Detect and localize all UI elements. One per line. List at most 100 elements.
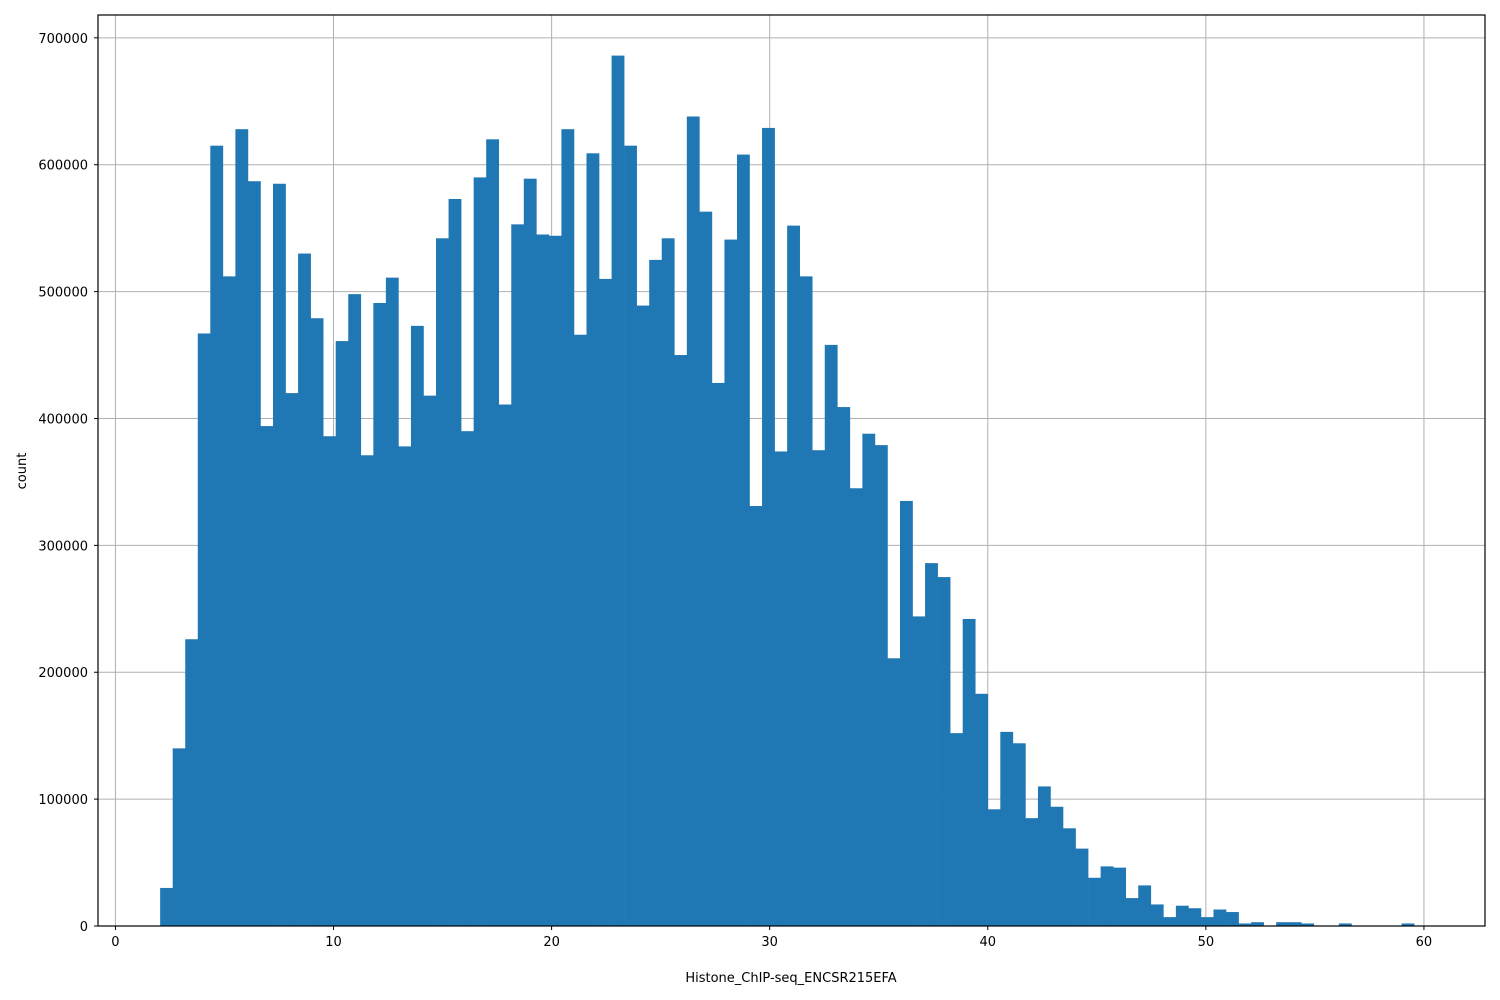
histogram-bar [837, 407, 851, 926]
x-tick-label: 10 [325, 935, 342, 950]
histogram-bar [486, 139, 500, 926]
histogram-bar [561, 129, 575, 926]
histogram-bar [987, 809, 1001, 926]
histogram-bar [674, 355, 688, 926]
histogram-bar [436, 238, 449, 926]
histogram-bar [1188, 908, 1202, 926]
y-tick-label: 600000 [38, 159, 88, 174]
histogram-bar [473, 177, 487, 927]
histogram-bar [774, 451, 788, 926]
histogram-bar [1050, 806, 1064, 926]
y-tick-label: 500000 [38, 286, 88, 301]
histogram-bar [799, 276, 813, 926]
histogram-bar [310, 318, 324, 926]
histogram-bar [448, 198, 462, 926]
histogram-bar [398, 446, 412, 926]
histogram-bar [1251, 922, 1264, 926]
histogram-bar [849, 488, 863, 926]
histogram-bar [1163, 917, 1177, 926]
histogram-bar [1213, 909, 1227, 926]
histogram-bar [335, 341, 349, 927]
x-tick-label: 30 [761, 935, 778, 950]
histogram-bar [699, 211, 713, 926]
histogram-bar [899, 500, 913, 926]
histogram-bar [1200, 917, 1214, 926]
histogram-bar [950, 733, 963, 926]
histogram-bar [222, 276, 236, 926]
histogram-bar [1288, 922, 1302, 926]
histogram-bar [586, 153, 600, 926]
histogram-bar [762, 127, 775, 926]
histogram-bar [1075, 848, 1089, 926]
y-axis-ticks: 0 100000 200000 300000 400000 500000 600000 700… [38, 32, 98, 935]
x-tick-label: 0 [111, 935, 119, 950]
x-tick-label: 50 [1198, 935, 1215, 950]
histogram-bar [160, 887, 173, 926]
histogram-bar [1226, 912, 1239, 926]
histogram-bar [210, 145, 224, 926]
histogram-bar [661, 238, 675, 926]
histogram-bar [812, 450, 826, 926]
histogram-bar [636, 305, 650, 926]
y-tick-label: 700000 [38, 32, 88, 47]
histogram-bar [1150, 904, 1164, 926]
x-tick-label: 20 [543, 935, 560, 950]
histogram-bar [599, 278, 612, 926]
histogram-bar [649, 259, 663, 926]
y-tick-label: 400000 [38, 412, 88, 427]
histogram-bar [373, 303, 387, 927]
histogram-bar [523, 178, 537, 927]
histogram-bar [937, 577, 951, 926]
histogram-bar [1276, 922, 1290, 926]
histogram-bar [1000, 731, 1014, 926]
histogram-bar [247, 181, 261, 927]
histogram-bar [323, 436, 337, 926]
x-axis-label: Histone_ChIP-seq_ENCSR215EFA [685, 971, 896, 986]
histogram-bar [1012, 743, 1026, 926]
histogram-bar [1100, 866, 1114, 926]
histogram-bar [1138, 885, 1152, 926]
x-axis-ticks: 0 10 20 30 40 50 60 [111, 926, 1432, 950]
y-axis-label: count [15, 453, 30, 490]
histogram-bar [962, 618, 976, 926]
histogram-bar [423, 395, 437, 927]
histogram-bar [724, 239, 738, 926]
histogram-bar [1401, 923, 1415, 926]
histogram-bar [711, 382, 725, 926]
histogram-bar [1175, 905, 1189, 926]
histogram-bar [1338, 923, 1352, 926]
histogram-bar [197, 333, 211, 926]
histogram-bar [461, 431, 474, 926]
histogram-bar [536, 234, 550, 926]
histogram-bar [185, 639, 199, 926]
histogram-bar [787, 225, 800, 927]
histogram-bar [410, 325, 424, 926]
y-tick-label: 300000 [38, 539, 88, 554]
histogram-bar [498, 404, 512, 926]
histogram-bar [686, 116, 700, 927]
histogram-bar [611, 55, 625, 926]
y-tick-label: 100000 [38, 793, 88, 808]
x-tick-label: 60 [1416, 935, 1433, 950]
histogram-bar [285, 393, 299, 927]
histogram-bar [824, 344, 838, 927]
histogram-bar [348, 294, 362, 927]
histogram-bars [160, 55, 1415, 927]
histogram-bar [298, 253, 311, 927]
histogram-bar [912, 616, 926, 926]
histogram-bar [548, 235, 562, 926]
histogram-bar [573, 334, 587, 926]
histogram-bar [273, 183, 286, 926]
histogram-bar [260, 426, 274, 926]
histogram-bar [1037, 786, 1051, 926]
histogram-bar [1113, 867, 1127, 926]
histogram-bar [385, 277, 399, 926]
histogram-bar [1088, 877, 1101, 926]
histogram-bar [1238, 923, 1252, 926]
histogram-bar [749, 506, 763, 926]
histogram-bar [874, 445, 888, 926]
histogram-bar [925, 563, 938, 926]
histogram-bar [1301, 923, 1315, 926]
plot-area-frame [97, 14, 1486, 927]
